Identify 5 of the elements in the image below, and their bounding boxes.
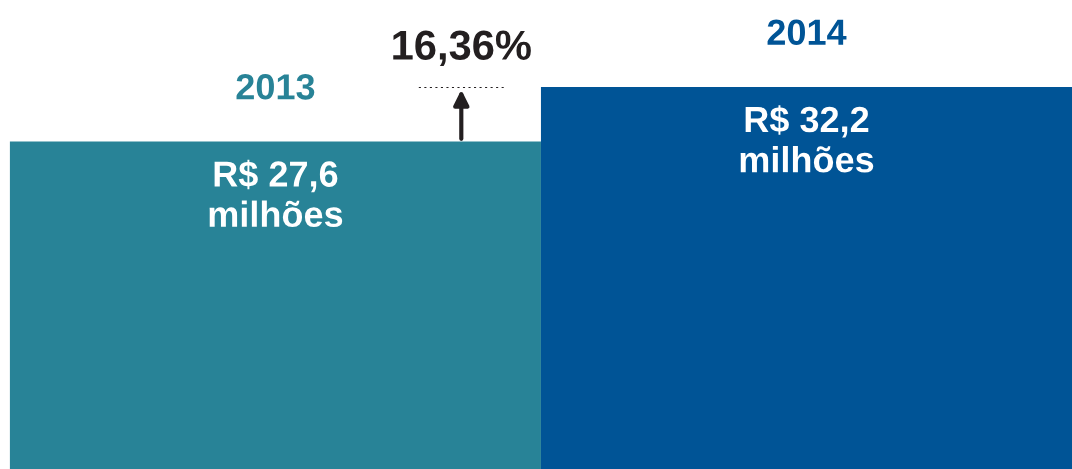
- x-tick-label: 2013: [236, 74, 315, 100]
- data-label: R$ 32,2 milhões: [740, 105, 874, 173]
- x-tick-label: 2014: [767, 19, 847, 46]
- data-label: R$ 27,6 milhões: [209, 159, 343, 228]
- text: 16,36%: [393, 30, 531, 67]
